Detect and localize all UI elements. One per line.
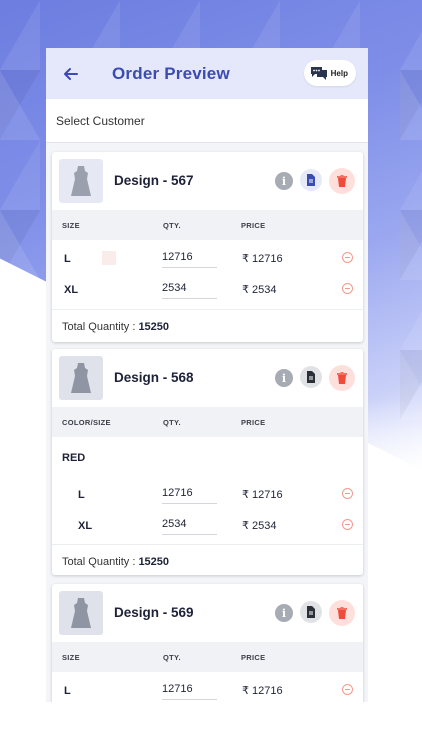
select-customer-field[interactable]: Select Customer	[46, 99, 368, 143]
col-price: PRICE	[241, 653, 266, 662]
column-header: COLOR/SIZE QTY. PRICE	[52, 407, 363, 437]
row-price: ₹ 12716	[242, 489, 283, 501]
card-header: Design - 567 i	[52, 152, 363, 210]
chat-bubble-icon	[310, 65, 328, 81]
row-price: ₹ 12716	[242, 685, 283, 697]
qty-input[interactable]: 2534	[162, 518, 217, 535]
total-value: 15250	[138, 556, 170, 568]
col-qty: QTY.	[163, 221, 181, 230]
total-quantity: Total Quantity : 15250	[52, 309, 363, 343]
total-label: Total Quantity :	[62, 556, 136, 568]
info-icon[interactable]: i	[275, 604, 293, 622]
table-row: L 12716 ₹ 12716	[52, 675, 363, 702]
table-row: XL 2534 ₹ 2534	[52, 274, 363, 305]
table-row: L 12716 ₹ 12716	[52, 243, 363, 274]
dress-icon[interactable]	[59, 591, 103, 635]
minus-circle-icon[interactable]	[342, 684, 353, 695]
card-header: Design - 568 i	[52, 349, 363, 407]
arrow-left-icon[interactable]	[62, 65, 80, 83]
row-size: XL	[64, 284, 79, 296]
col-size: SIZE	[62, 221, 80, 230]
qty-input[interactable]: 12716	[162, 683, 217, 700]
table-row: XL 2534 ₹ 2534	[52, 510, 363, 541]
row-price: ₹ 2534	[242, 284, 277, 296]
qty-input[interactable]: 2534	[162, 282, 217, 299]
trash-icon[interactable]	[329, 365, 355, 391]
row-size: L	[78, 489, 85, 501]
page-title: Order Preview	[112, 63, 230, 83]
document-icon[interactable]	[300, 366, 322, 388]
color-group-label: RED	[52, 437, 363, 473]
row-price: ₹ 2534	[242, 520, 277, 532]
color-name: RED	[62, 452, 86, 464]
col-price: PRICE	[241, 221, 266, 230]
select-customer-label: Select Customer	[56, 113, 145, 128]
design-card: Design - 569 i SIZE QTY. PRICE L 12716 ₹…	[52, 584, 363, 702]
col-qty: QTY.	[163, 653, 181, 662]
total-label: Total Quantity :	[62, 321, 136, 333]
row-price: ₹ 12716	[242, 253, 283, 265]
design-card: Design - 567 i SIZE QTY. PRICE L 12716 ₹…	[52, 152, 363, 342]
trash-icon[interactable]	[329, 600, 355, 626]
dress-icon[interactable]	[59, 356, 103, 400]
app-screen: Order Preview Help Select Customer Desig…	[46, 48, 368, 702]
design-name: Design - 567	[114, 173, 194, 188]
col-size: SIZE	[62, 653, 80, 662]
dress-icon[interactable]	[59, 159, 103, 203]
design-name: Design - 568	[114, 370, 194, 385]
table-row: L 12716 ₹ 12716	[52, 479, 363, 510]
minus-circle-icon[interactable]	[342, 519, 353, 530]
row-size: L	[64, 253, 71, 265]
document-icon[interactable]	[300, 169, 322, 191]
minus-circle-icon[interactable]	[342, 252, 353, 263]
design-card: Design - 568 i COLOR/SIZE QTY. PRICE RED…	[52, 349, 363, 575]
help-button[interactable]: Help	[303, 60, 356, 86]
minus-circle-icon[interactable]	[342, 488, 353, 499]
app-header: Order Preview Help	[46, 48, 368, 99]
trash-icon[interactable]	[329, 168, 355, 194]
minus-circle-icon[interactable]	[342, 283, 353, 294]
color-swatch	[102, 251, 116, 265]
info-icon[interactable]: i	[275, 172, 293, 190]
column-header: SIZE QTY. PRICE	[52, 642, 363, 672]
total-value: 15250	[138, 321, 170, 333]
row-size: XL	[78, 520, 93, 532]
col-price: PRICE	[241, 418, 266, 427]
total-quantity: Total Quantity : 15250	[52, 544, 363, 578]
card-header: Design - 569 i	[52, 584, 363, 642]
design-name: Design - 569	[114, 605, 194, 620]
qty-input[interactable]: 12716	[162, 487, 217, 504]
column-header: SIZE QTY. PRICE	[52, 210, 363, 240]
document-icon[interactable]	[300, 601, 322, 623]
col-qty: QTY.	[163, 418, 181, 427]
qty-input[interactable]: 12716	[162, 251, 217, 268]
help-label: Help	[330, 68, 348, 78]
row-size: L	[64, 685, 71, 697]
col-size: COLOR/SIZE	[62, 418, 111, 427]
info-icon[interactable]: i	[275, 369, 293, 387]
